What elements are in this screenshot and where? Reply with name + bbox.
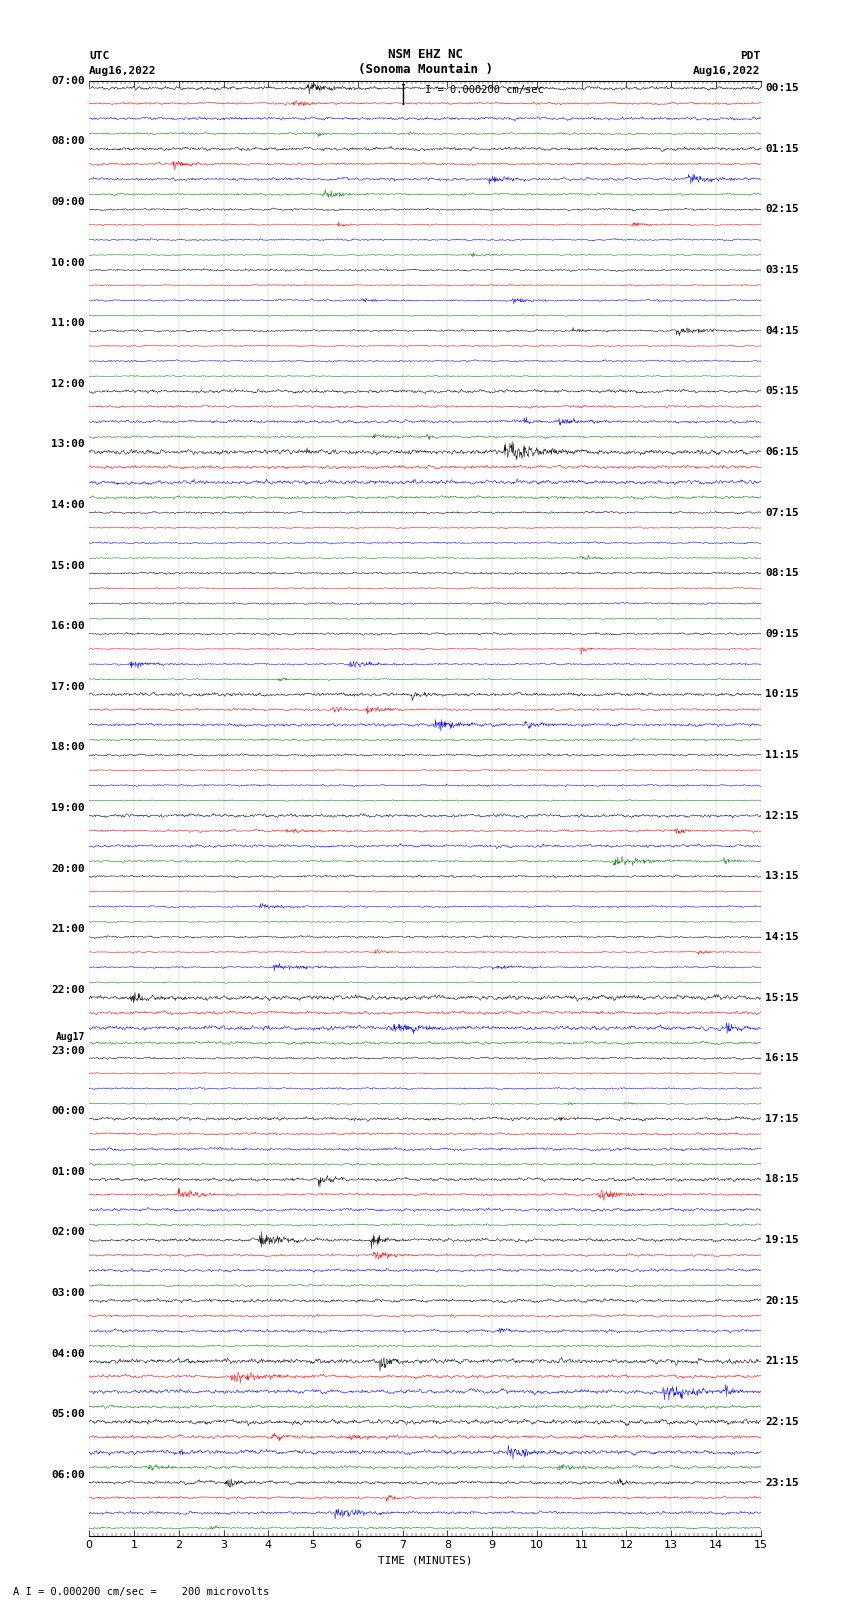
Text: 20:00: 20:00	[51, 863, 85, 874]
Text: 23:15: 23:15	[765, 1478, 799, 1487]
Text: 03:00: 03:00	[51, 1289, 85, 1298]
Text: 05:15: 05:15	[765, 387, 799, 397]
Text: UTC: UTC	[89, 52, 110, 61]
Text: 15:00: 15:00	[51, 561, 85, 571]
Text: 11:00: 11:00	[51, 318, 85, 327]
Text: 04:00: 04:00	[51, 1348, 85, 1358]
Text: 20:15: 20:15	[765, 1295, 799, 1305]
Text: PDT: PDT	[740, 52, 761, 61]
Text: Aug17: Aug17	[55, 1032, 85, 1042]
Text: 01:00: 01:00	[51, 1166, 85, 1177]
Text: 06:00: 06:00	[51, 1469, 85, 1481]
Text: 01:15: 01:15	[765, 144, 799, 153]
Text: 19:00: 19:00	[51, 803, 85, 813]
Text: 14:00: 14:00	[51, 500, 85, 510]
Text: 17:00: 17:00	[51, 682, 85, 692]
Text: 07:15: 07:15	[765, 508, 799, 518]
Text: 02:15: 02:15	[765, 205, 799, 215]
Text: 16:00: 16:00	[51, 621, 85, 631]
Text: 00:00: 00:00	[51, 1107, 85, 1116]
Text: Aug16,2022: Aug16,2022	[89, 66, 156, 76]
Text: 10:15: 10:15	[765, 689, 799, 700]
Text: 12:15: 12:15	[765, 811, 799, 821]
Text: 03:15: 03:15	[765, 265, 799, 276]
Text: Aug16,2022: Aug16,2022	[694, 66, 761, 76]
Text: 17:15: 17:15	[765, 1115, 799, 1124]
Text: 22:00: 22:00	[51, 986, 85, 995]
Text: 08:15: 08:15	[765, 568, 799, 577]
Text: 02:00: 02:00	[51, 1227, 85, 1237]
Text: 07:00: 07:00	[51, 76, 85, 85]
Text: 06:15: 06:15	[765, 447, 799, 456]
Text: 10:00: 10:00	[51, 258, 85, 268]
Text: I = 0.000200 cm/sec: I = 0.000200 cm/sec	[425, 85, 544, 95]
Text: 16:15: 16:15	[765, 1053, 799, 1063]
Text: 21:15: 21:15	[765, 1357, 799, 1366]
Text: 18:15: 18:15	[765, 1174, 799, 1184]
Text: 13:00: 13:00	[51, 439, 85, 450]
Text: 21:00: 21:00	[51, 924, 85, 934]
Text: NSM EHZ NC: NSM EHZ NC	[388, 48, 462, 61]
Text: 05:00: 05:00	[51, 1410, 85, 1419]
Text: 14:15: 14:15	[765, 932, 799, 942]
X-axis label: TIME (MINUTES): TIME (MINUTES)	[377, 1557, 473, 1566]
Text: 23:00: 23:00	[51, 1045, 85, 1055]
Text: 13:15: 13:15	[765, 871, 799, 881]
Text: 09:00: 09:00	[51, 197, 85, 206]
Text: 04:15: 04:15	[765, 326, 799, 336]
Text: 22:15: 22:15	[765, 1416, 799, 1428]
Text: (Sonoma Mountain ): (Sonoma Mountain )	[358, 63, 492, 76]
Text: 19:15: 19:15	[765, 1236, 799, 1245]
Text: 09:15: 09:15	[765, 629, 799, 639]
Text: 08:00: 08:00	[51, 135, 85, 147]
Text: 11:15: 11:15	[765, 750, 799, 760]
Text: 15:15: 15:15	[765, 992, 799, 1003]
Text: 12:00: 12:00	[51, 379, 85, 389]
Text: 00:15: 00:15	[765, 84, 799, 94]
Text: A I = 0.000200 cm/sec =    200 microvolts: A I = 0.000200 cm/sec = 200 microvolts	[13, 1587, 269, 1597]
Text: 18:00: 18:00	[51, 742, 85, 753]
